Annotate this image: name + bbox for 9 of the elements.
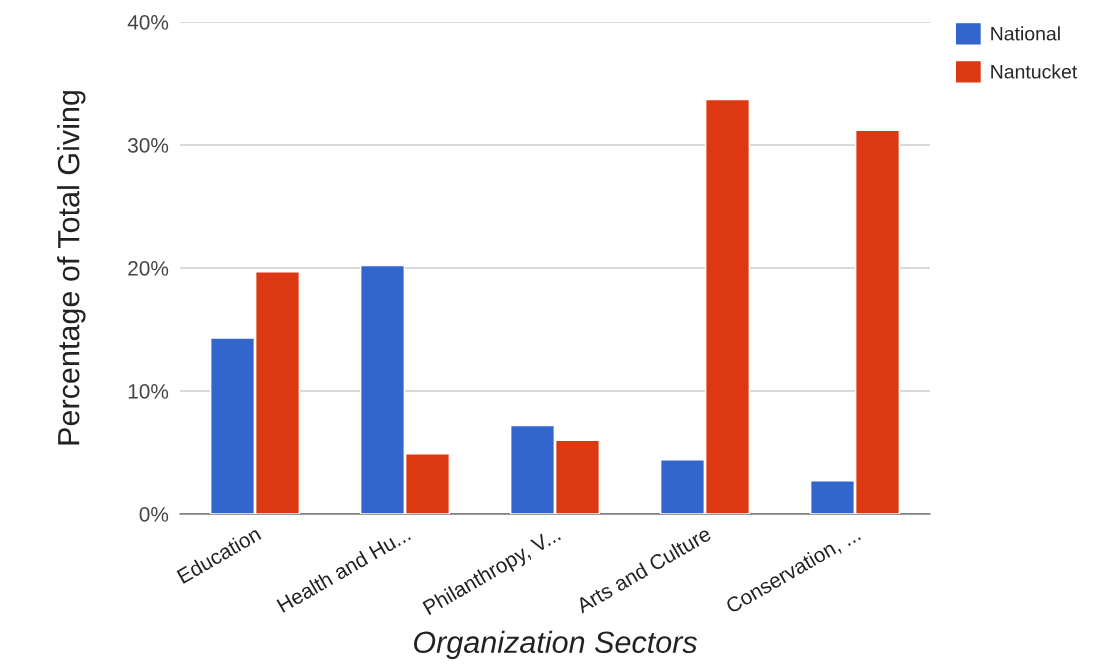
y-tick-label: 20% xyxy=(128,261,169,276)
legend-label: National xyxy=(991,26,1060,41)
y-axis-title: Percentage of Total Giving xyxy=(57,91,86,445)
y-tick-label: 30% xyxy=(127,138,169,153)
x-axis-title: Organization Sectors xyxy=(414,630,698,660)
y-tick-label: 40% xyxy=(127,15,169,30)
y-tick-label: 10% xyxy=(128,384,169,399)
legend-label: Nantucket xyxy=(991,64,1078,79)
y-tick-label: 0% xyxy=(139,507,169,522)
